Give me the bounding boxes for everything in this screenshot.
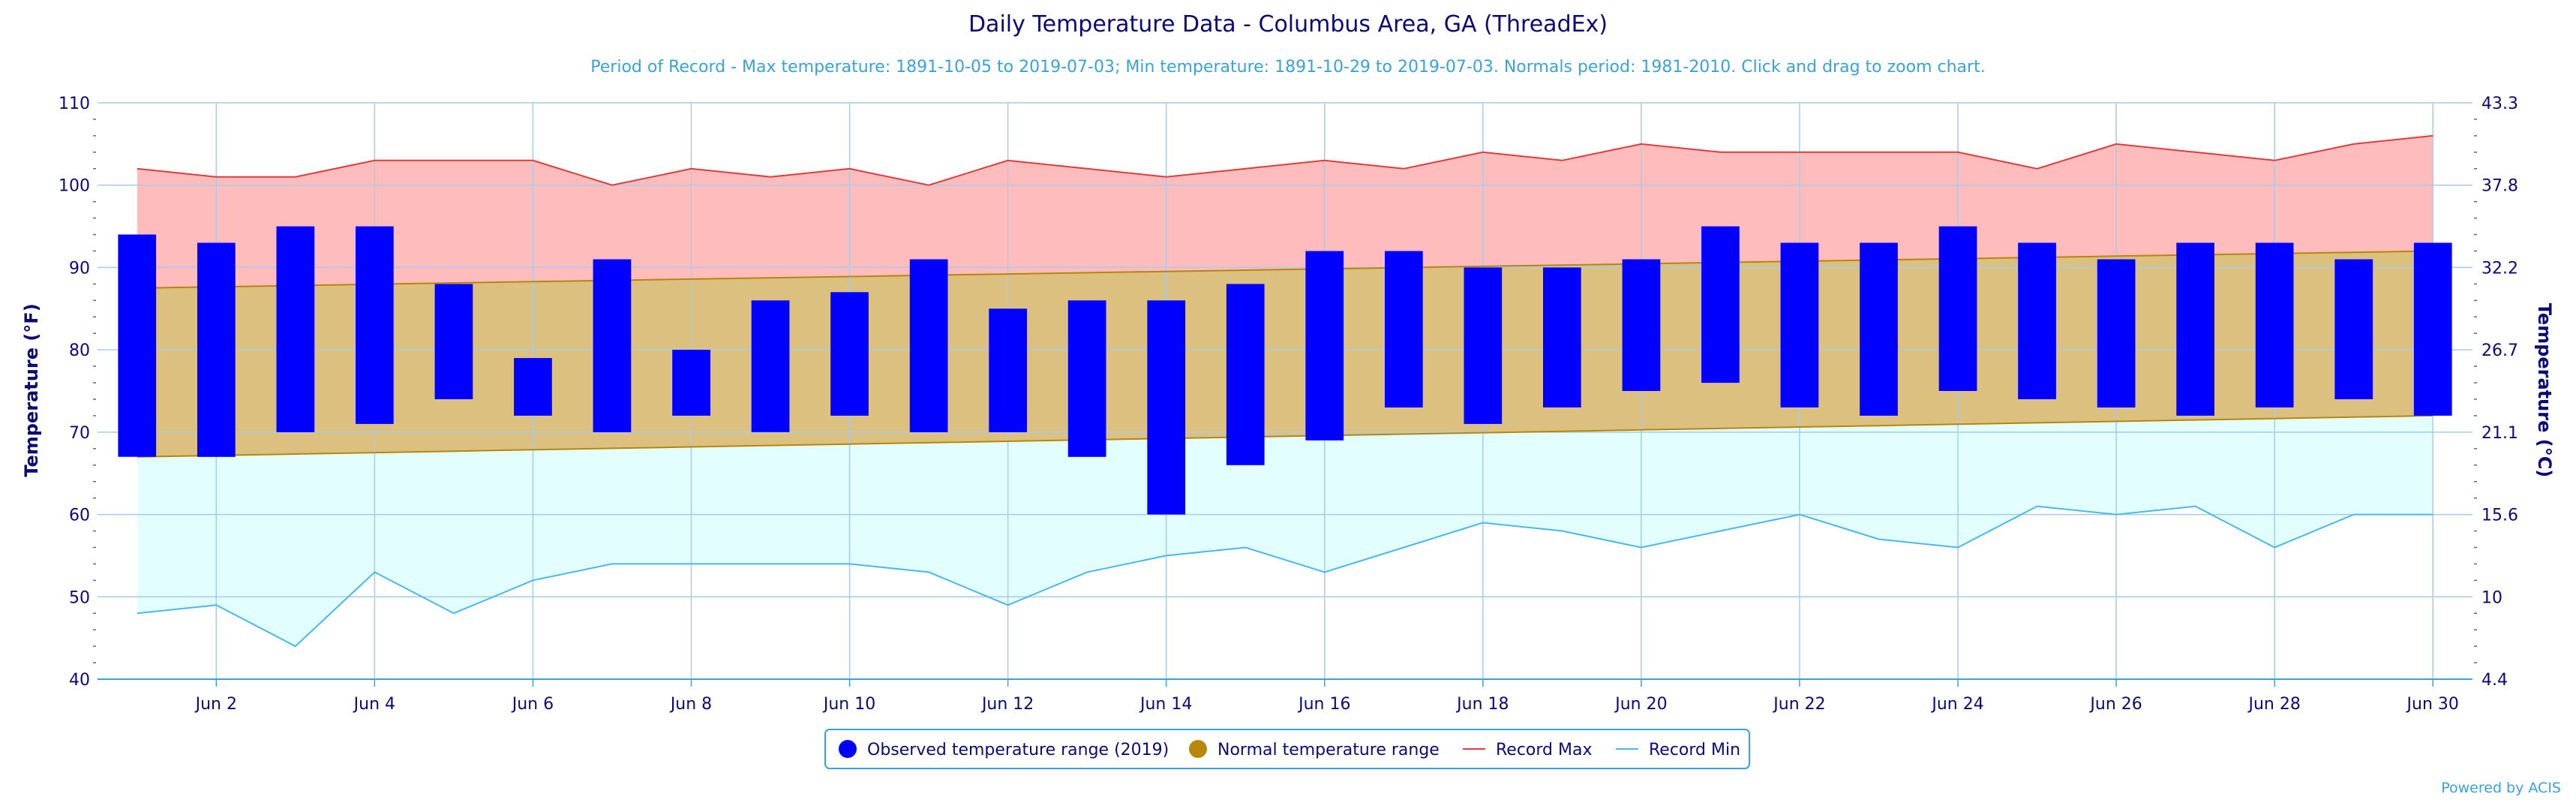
observed-bar: [751, 300, 790, 432]
y2-tick-label: 43.3: [2481, 95, 2518, 113]
observed-bar: [2018, 242, 2056, 399]
observed-bar: [197, 242, 236, 457]
legend: Observed temperature range (2019) Normal…: [824, 729, 1750, 769]
y2-tick-label: 15.6: [2481, 507, 2518, 525]
legend-box: [824, 729, 1750, 769]
legend-label-observed: Observed temperature range (2019): [867, 741, 1169, 759]
observed-bar: [989, 308, 1027, 432]
y-tick-label: 40: [69, 671, 90, 690]
x-tick-label: Jun 14: [1139, 695, 1192, 714]
observed-bar: [672, 350, 710, 416]
background-layer: [137, 135, 2433, 647]
y-axis-label-left: Temperature (°F): [21, 303, 42, 477]
x-tick-label: Jun 22: [1772, 695, 1825, 714]
y-tick-label: 50: [69, 588, 90, 607]
legend-item-record-max[interactable]: Record Max: [1463, 741, 1593, 759]
y-tick-label: 100: [59, 177, 90, 196]
observed-bar: [2255, 242, 2294, 408]
x-tick-label: Jun 20: [1614, 695, 1667, 714]
x-tick-label: Jun 10: [822, 695, 875, 714]
observed-bar: [434, 284, 473, 399]
observed-bar: [1701, 226, 1740, 383]
record-min-line: [137, 505, 2433, 648]
x-tick-label: Jun 12: [980, 695, 1034, 714]
observed-bar: [1860, 242, 1898, 416]
normal-range-area: [137, 251, 2433, 457]
x-tick-label: Jun 24: [1930, 695, 1983, 714]
observed-bar: [1226, 284, 1265, 465]
observed-bar: [830, 292, 869, 416]
chart-subtitle: Period of Record - Max temperature: 1891…: [590, 58, 1985, 77]
observed-bar: [1543, 267, 1581, 408]
observed-bar: [1464, 267, 1503, 424]
observed-bar: [1305, 251, 1344, 441]
x-tick-label: Jun 26: [2088, 695, 2142, 714]
record-max-area: [137, 135, 2433, 288]
x-tick-label: Jun 2: [194, 695, 237, 714]
y-axis-label-right: Temperature (°C): [2534, 303, 2555, 478]
y-tick-label: 110: [59, 95, 90, 113]
observed-bar: [514, 358, 552, 416]
acis-credit[interactable]: Powered by ACIS: [2441, 780, 2561, 796]
observed-bar: [118, 234, 157, 457]
y2-tick-label: 10: [2481, 588, 2502, 607]
x-tick-label: Jun 28: [2247, 695, 2300, 714]
observed-bar: [1147, 300, 1186, 515]
observed-bar: [2176, 242, 2214, 416]
y2-tick-label: 4.4: [2481, 671, 2508, 690]
record-max-line: [137, 134, 2433, 186]
observed-bar: [2097, 259, 2136, 408]
legend-item-normal[interactable]: Normal temperature range: [1189, 740, 1440, 759]
x-tick-label: Jun 18: [1455, 695, 1509, 714]
y-tick-label: 90: [69, 259, 90, 278]
observed-bar: [1067, 300, 1106, 457]
legend-label-record-max: Record Max: [1496, 741, 1593, 759]
legend-label-record-min: Record Min: [1649, 741, 1740, 759]
y-tick-label: 60: [69, 507, 90, 525]
y2-tick-label: 32.2: [2481, 259, 2518, 278]
legend-item-record-min[interactable]: Record Min: [1616, 741, 1740, 759]
x-tick-label: Jun 8: [669, 695, 712, 714]
observed-bar: [1385, 251, 1423, 408]
observed-bar: [1622, 259, 1661, 391]
observed-bar: [1780, 242, 1819, 408]
observed-bar: [1938, 226, 1977, 391]
legend-marker-observed: [839, 740, 857, 758]
normal-low-line: [137, 414, 2433, 458]
observed-bar: [2413, 242, 2452, 416]
y-tick-label: 70: [69, 424, 90, 443]
legend-item-observed[interactable]: Observed temperature range (2019): [839, 740, 1169, 759]
record-min-area: [137, 415, 2433, 647]
observed-bar: [2334, 259, 2373, 399]
legend-marker-normal: [1189, 740, 1207, 758]
axis-layer: 40 4.4 50 10 60 15.6 70 21.1 80 26.7 90 32.2 100 37.8…: [59, 95, 2518, 714]
y2-tick-label: 37.8: [2481, 177, 2518, 196]
x-tick-label: Jun 4: [353, 695, 395, 714]
y2-tick-label: 21.1: [2481, 424, 2518, 443]
observed-bar: [909, 259, 948, 432]
x-tick-label: Jun 16: [1297, 695, 1350, 714]
x-tick-label: Jun 6: [511, 695, 554, 714]
x-tick-label: Jun 30: [2406, 695, 2459, 714]
y2-tick-label: 26.7: [2481, 341, 2518, 360]
series-layer: [118, 134, 2452, 648]
legend-label-normal: Normal temperature range: [1217, 741, 1440, 759]
observed-bar: [276, 226, 315, 432]
chart-title: Daily Temperature Data - Columbus Area, …: [968, 11, 1608, 38]
observed-bar: [356, 226, 394, 424]
y-tick-label: 80: [69, 341, 90, 360]
observed-bar: [593, 259, 632, 432]
